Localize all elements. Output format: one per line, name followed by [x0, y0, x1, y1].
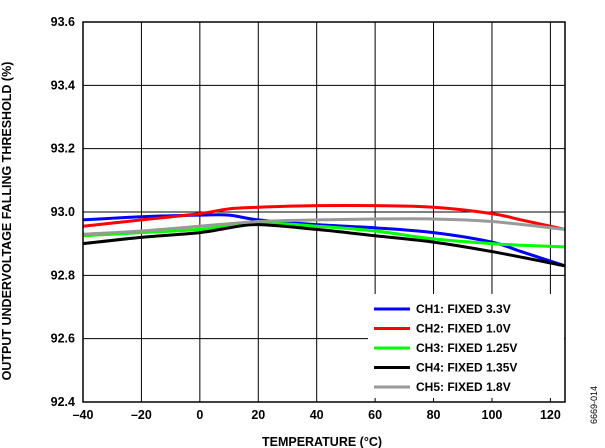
figure-id-label: 6669-014	[589, 386, 599, 424]
x-tick-label: –40	[73, 408, 94, 422]
plot-frame	[82, 21, 566, 403]
y-tick-label: 92.4	[51, 395, 75, 409]
legend-label: CH1: FIXED 3.3V	[416, 302, 511, 316]
x-tick-label: 0	[196, 408, 203, 422]
y-tick-label: 93.2	[51, 142, 75, 156]
x-tick-label: 120	[540, 408, 561, 422]
legend-label: CH5: FIXED 1.8V	[416, 380, 511, 394]
legend-label: CH4: FIXED 1.35V	[416, 361, 517, 375]
y-tick-label: 93.6	[51, 15, 75, 29]
y-tick-label: 93.4	[51, 78, 75, 92]
series-line-ch2	[83, 203, 565, 231]
y-axis-title: OUTPUT UNDERVOLTAGE FALLING THRESHOLD (%…	[0, 62, 14, 381]
x-tick-label: 40	[310, 408, 324, 422]
series-line-ch3	[83, 221, 565, 249]
x-tick-label: –20	[131, 408, 152, 422]
x-tick-label: 60	[368, 408, 382, 422]
series-line-ch4	[83, 223, 565, 268]
series-line-ch5	[83, 217, 565, 236]
legend-background	[368, 294, 564, 398]
x-tick-label: 80	[427, 408, 441, 422]
y-tick-label: 93.0	[51, 205, 75, 219]
y-tick-label: 92.8	[51, 268, 75, 282]
data-series-group	[83, 203, 565, 268]
legend-label: CH2: FIXED 1.0V	[416, 322, 511, 336]
y-tick-label: 92.6	[51, 332, 75, 346]
tick-labels: –40 –20 0 20 40 60 80 100 120 92.4 92.6 92.8 93.0 93.…	[51, 15, 561, 422]
x-tick-label: 20	[251, 408, 265, 422]
legend: CH1: FIXED 3.3V CH2: FIXED 1.0V CH3: FIXED…	[368, 294, 564, 398]
legend-label: CH3: FIXED 1.25V	[416, 341, 517, 355]
x-tick-label: 100	[482, 408, 503, 422]
x-axis-title: TEMPERATURE (°C)	[262, 435, 382, 448]
